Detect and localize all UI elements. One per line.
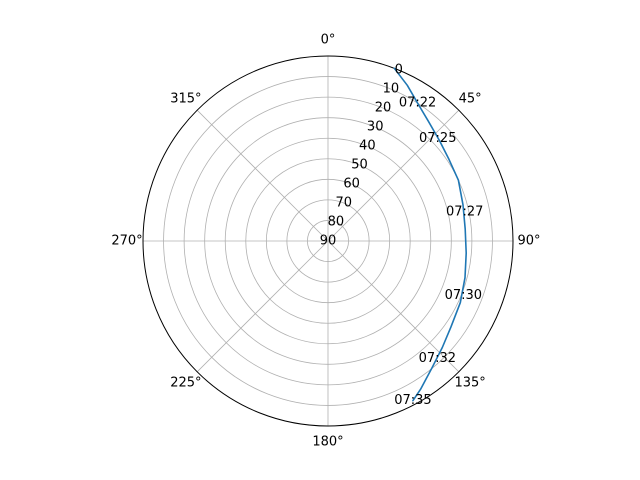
grid-spoke-5 [196,240,329,373]
theta-tick-label: 135° [454,376,485,391]
r-tick-label: 90 [320,234,337,249]
theta-tick-label: 180° [312,435,343,450]
r-tick-label: 0 [395,63,403,78]
theta-tick-label: 270° [111,234,142,249]
theta-tick-label: 90° [517,234,540,249]
grid-layer [142,55,514,427]
r-tick-label: 70 [335,196,352,211]
polar-frame [142,55,514,427]
grid-spoke-1 [327,109,460,242]
r-tick-label: 20 [375,101,392,116]
theta-tick-label: 225° [170,376,201,391]
series-layer [393,67,467,402]
theta-tick-label: 0° [321,33,336,48]
r-tick-label: 50 [351,158,368,173]
r-tick-label: 30 [367,120,384,135]
r-tick-label: 80 [328,215,345,230]
label-layer: 0° 45° 90° 135° 180° 225° 270° 315° 0 10 20 30 40 50 6… [111,33,540,450]
r-tick-label: 60 [343,177,360,192]
time-annotation: 07:32 [419,351,456,366]
r-tick-label: 10 [383,82,400,97]
time-annotation: 07:22 [399,96,436,111]
grid-spoke-7 [196,109,329,242]
theta-tick-label: 315° [170,91,201,106]
time-annotation: 07:35 [394,393,431,408]
theta-tick-label: 45° [459,91,482,106]
time-annotation: 07:30 [445,288,482,303]
time-annotation: 07:27 [446,204,483,219]
series-line-0 [393,67,467,402]
grid-spoke-3 [327,240,460,373]
time-annotation: 07:25 [419,131,456,146]
r-tick-label: 40 [359,139,376,154]
